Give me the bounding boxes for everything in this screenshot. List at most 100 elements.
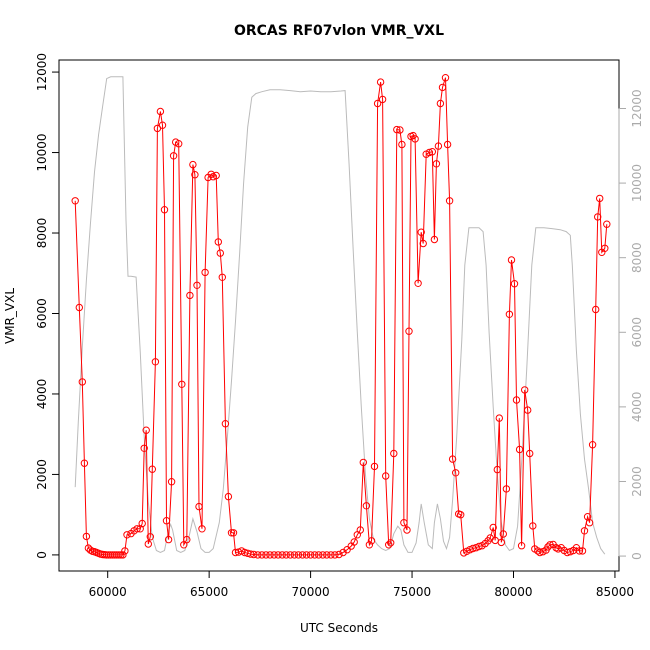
data-point — [378, 95, 387, 104]
data-point — [601, 244, 609, 253]
data-point — [189, 160, 197, 169]
data-point — [575, 547, 584, 555]
data-point — [497, 538, 505, 547]
y2-tick-label: 2000 — [630, 466, 644, 497]
data-point — [362, 502, 371, 510]
x-tick-label: 85000 — [596, 585, 634, 599]
data-point — [294, 551, 303, 559]
data-point — [396, 126, 404, 134]
data-point — [436, 99, 445, 108]
data-point — [167, 478, 176, 486]
data-point — [425, 148, 433, 157]
data-point — [414, 279, 422, 287]
data-point — [201, 268, 209, 277]
y-tick-label: 6000 — [35, 298, 49, 329]
data-point — [367, 537, 376, 545]
data-point — [526, 449, 534, 458]
data-point — [186, 291, 194, 300]
data-point — [247, 550, 255, 558]
data-point — [521, 386, 529, 394]
y2-tick-label: 4000 — [630, 392, 644, 423]
x-axis: 60000 65000 70000 75000 80000 85000 — [89, 570, 634, 599]
data-point — [142, 426, 150, 434]
data-point — [214, 238, 223, 246]
data-point — [448, 455, 457, 463]
data-point — [350, 538, 358, 546]
data-point — [319, 551, 327, 559]
y-axis-left: 0 2000 4000 6000 8000 10000 12000 — [35, 53, 60, 559]
data-point — [274, 551, 282, 559]
data-point — [393, 125, 401, 134]
data-point — [158, 121, 167, 129]
y-tick-label: 4000 — [35, 379, 49, 410]
data-point — [417, 228, 425, 236]
x-tick-label: 80000 — [494, 585, 532, 599]
data-point — [510, 280, 519, 288]
data-point — [536, 548, 544, 557]
data-point — [212, 171, 220, 180]
data-point — [529, 522, 537, 530]
y-tick-label: 0 — [35, 551, 49, 559]
data-point — [298, 551, 307, 559]
data-point — [207, 170, 215, 179]
data-point — [359, 458, 367, 467]
data-point — [254, 551, 262, 559]
data-point — [552, 544, 560, 552]
data-point — [258, 551, 266, 559]
data-point — [191, 171, 199, 179]
data-point — [419, 239, 427, 248]
data-point — [153, 124, 162, 133]
x-axis-label: UTC Seconds — [300, 621, 378, 635]
y-axis-label: VMR_VXL — [3, 288, 17, 344]
data-point — [229, 529, 238, 537]
data-point — [121, 547, 129, 555]
data-point — [78, 378, 87, 386]
data-point — [434, 142, 443, 150]
data-point — [306, 551, 315, 559]
data-point — [138, 519, 146, 528]
y2-tick-label: 10000 — [630, 164, 644, 202]
data-point — [588, 441, 597, 449]
series-layer — [71, 74, 611, 559]
data-point — [592, 305, 600, 314]
data-point — [123, 531, 131, 539]
data-point — [227, 529, 236, 537]
y-tick-label: 8000 — [35, 218, 49, 249]
data-point — [403, 526, 411, 534]
data-point — [146, 533, 155, 541]
data-point — [515, 445, 524, 454]
data-point — [140, 444, 148, 452]
data-point — [603, 220, 611, 228]
data-point — [505, 310, 514, 318]
data-point — [387, 539, 395, 547]
data-point — [452, 469, 460, 477]
y2-tick-label: 8000 — [630, 242, 644, 273]
data-point — [286, 551, 294, 559]
data-point — [376, 78, 385, 86]
data-point — [175, 140, 183, 148]
data-point — [115, 551, 123, 559]
data-point — [282, 551, 290, 559]
data-point — [311, 551, 319, 559]
data-point — [151, 358, 160, 366]
data-point — [411, 135, 419, 143]
data-point — [400, 519, 408, 527]
data-point — [221, 420, 230, 428]
data-point — [148, 465, 157, 473]
data-point — [365, 541, 374, 549]
data-point — [489, 523, 497, 532]
data-point — [80, 459, 89, 467]
data-point — [82, 532, 91, 541]
data-point — [495, 414, 503, 422]
data-point — [499, 530, 507, 538]
data-point — [457, 511, 465, 519]
data-point — [594, 213, 602, 221]
data-point — [382, 472, 390, 480]
x-tick-label: 75000 — [393, 585, 431, 599]
data-point — [585, 519, 594, 527]
data-point — [117, 551, 125, 559]
data-point — [356, 526, 364, 534]
data-point — [517, 542, 526, 550]
data-point — [502, 485, 511, 493]
data-point — [327, 551, 335, 559]
